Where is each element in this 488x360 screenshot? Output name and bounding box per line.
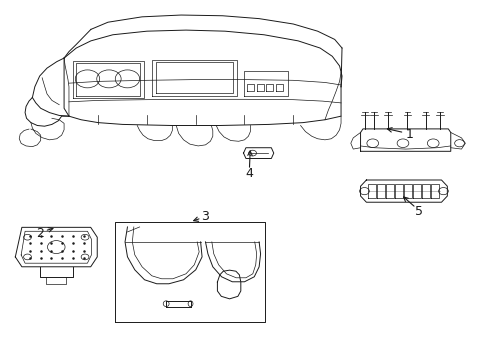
- Text: 1: 1: [405, 127, 412, 141]
- Text: 5: 5: [414, 205, 422, 218]
- Text: 4: 4: [245, 167, 253, 180]
- Text: 3: 3: [200, 210, 208, 223]
- Text: 2: 2: [36, 226, 43, 239]
